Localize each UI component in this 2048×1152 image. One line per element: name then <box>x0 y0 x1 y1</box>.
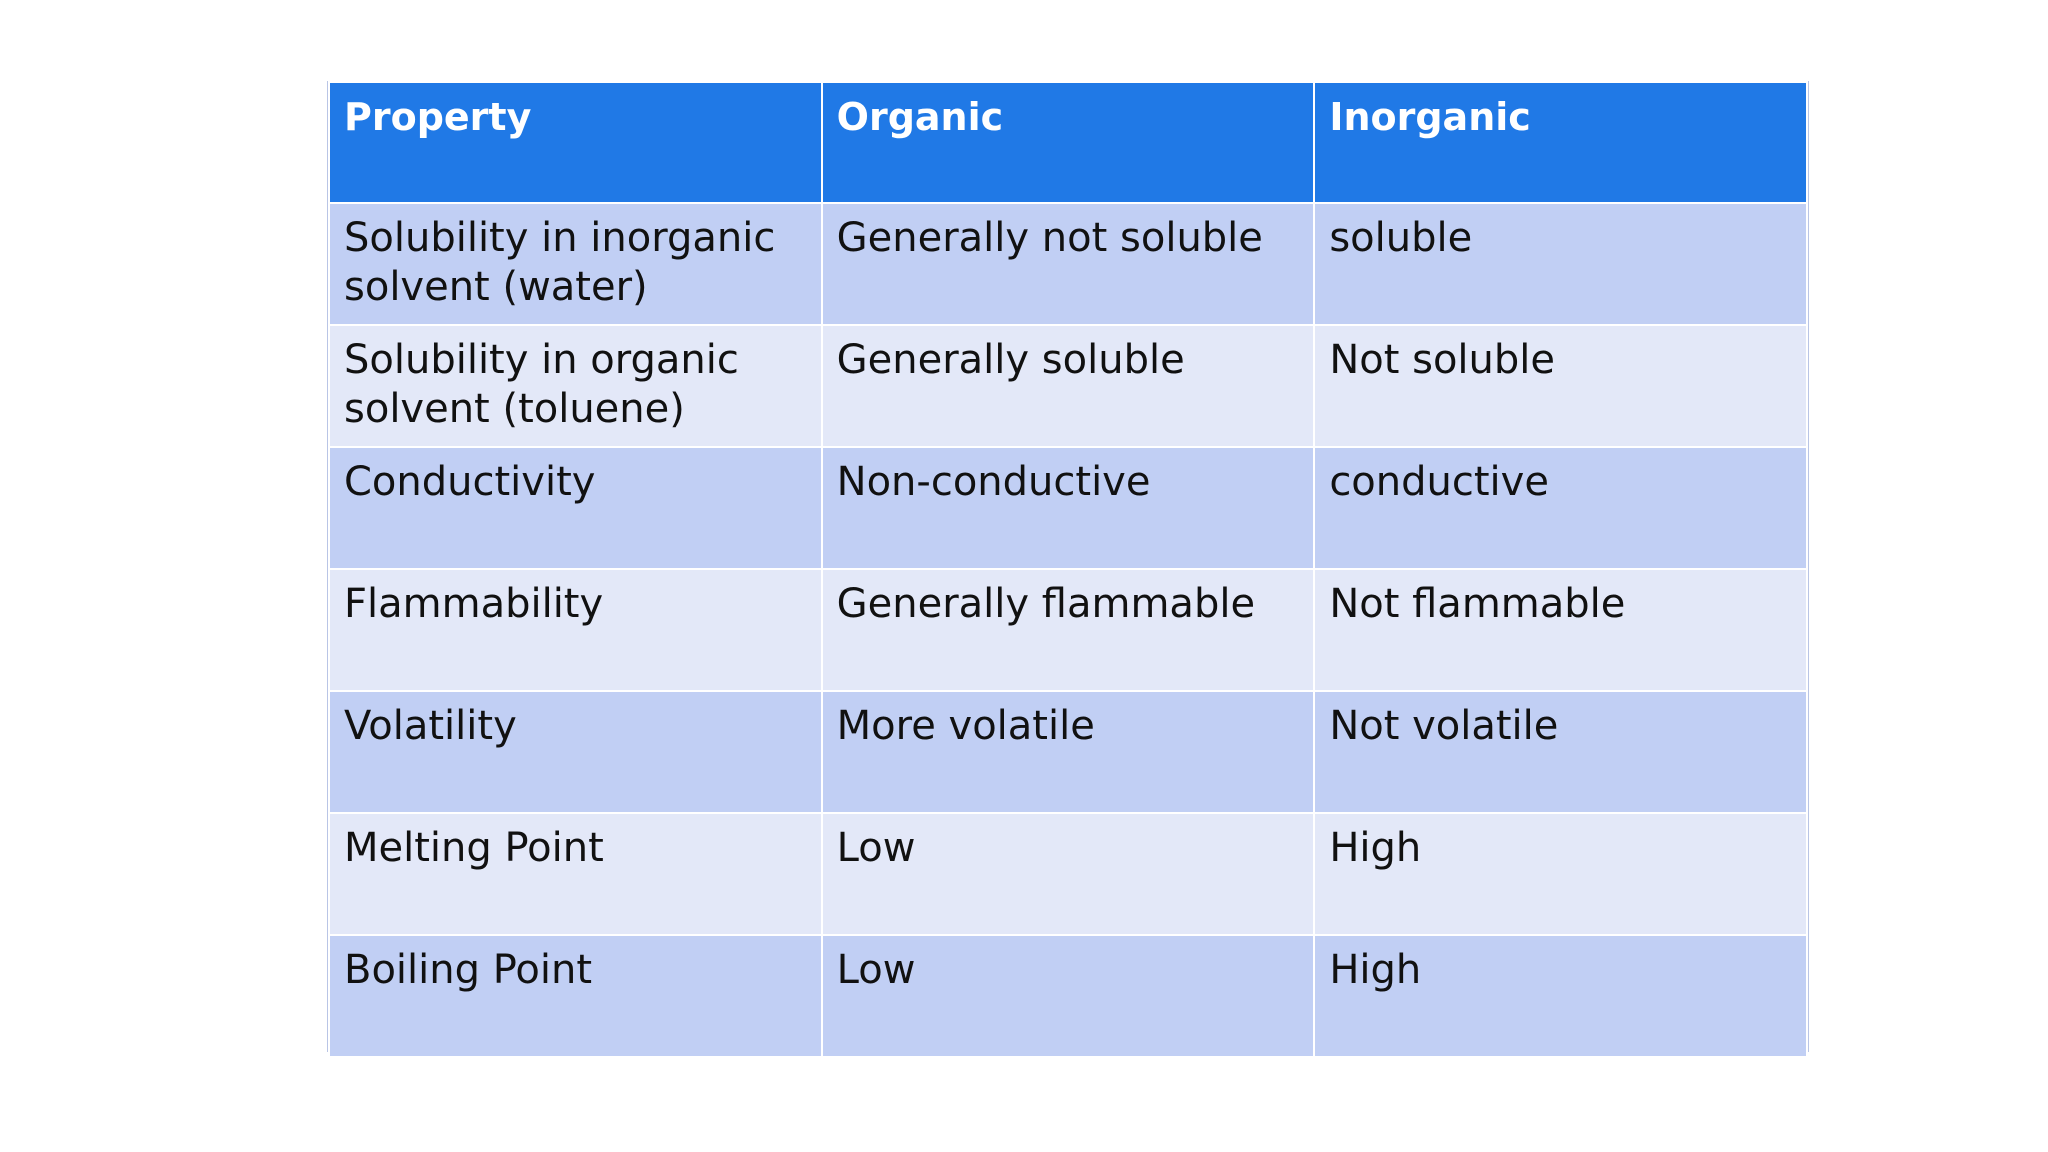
inorganic-cell: High <box>1315 936 1806 1056</box>
header-organic: Organic <box>822 83 1314 202</box>
inorganic-cell: conductive <box>1315 448 1806 568</box>
table-row: Solubility in organic solvent (toluene) … <box>330 326 1806 446</box>
organic-cell: Generally soluble <box>822 326 1314 446</box>
table-row: Conductivity Non-conductive conductive <box>330 448 1806 568</box>
table-row: Flammability Generally flammable Not fla… <box>330 570 1806 690</box>
organic-cell: Non-conductive <box>822 448 1314 568</box>
inorganic-cell: Not soluble <box>1315 326 1806 446</box>
table-row: Boiling Point Low High <box>330 936 1806 1056</box>
inorganic-cell: soluble <box>1315 204 1806 324</box>
organic-cell: Generally flammable <box>822 570 1314 690</box>
organic-cell: More volatile <box>822 692 1314 812</box>
header-inorganic: Inorganic <box>1315 83 1806 202</box>
comparison-table: Property Organic Inorganic Solubility in… <box>328 81 1808 1058</box>
property-cell: Solubility in inorganic solvent (water) <box>330 204 821 324</box>
table-row: Solubility in inorganic solvent (water) … <box>330 204 1806 324</box>
inorganic-cell: Not volatile <box>1315 692 1806 812</box>
inorganic-cell: High <box>1315 814 1806 934</box>
table-row: Volatility More volatile Not volatile <box>330 692 1806 812</box>
inorganic-cell: Not flammable <box>1315 570 1806 690</box>
table-header-row: Property Organic Inorganic <box>330 83 1806 202</box>
organic-cell: Low <box>822 936 1314 1056</box>
table-row: Melting Point Low High <box>330 814 1806 934</box>
property-cell: Melting Point <box>330 814 821 934</box>
organic-cell: Low <box>822 814 1314 934</box>
property-cell: Volatility <box>330 692 821 812</box>
header-property: Property <box>330 83 821 202</box>
organic-cell: Generally not soluble <box>822 204 1314 324</box>
property-cell: Conductivity <box>330 448 821 568</box>
comparison-table-frame: Property Organic Inorganic Solubility in… <box>327 81 1809 1056</box>
property-cell: Boiling Point <box>330 936 821 1056</box>
property-cell: Solubility in organic solvent (toluene) <box>330 326 821 446</box>
property-cell: Flammability <box>330 570 821 690</box>
